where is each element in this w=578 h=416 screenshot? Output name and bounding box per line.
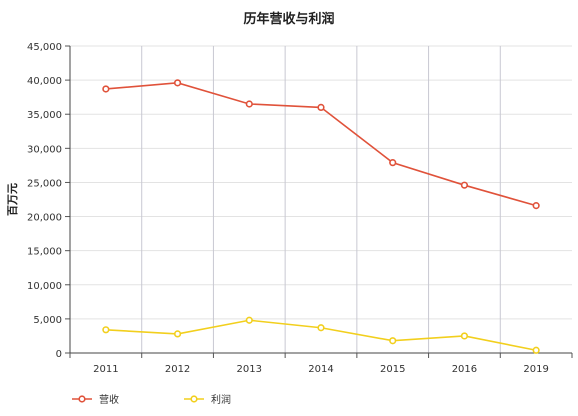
data-point	[245, 316, 253, 324]
y-tick-label: 15,000	[27, 247, 62, 258]
y-tick-label: 45,000	[27, 42, 62, 53]
data-point	[102, 85, 110, 93]
data-point	[389, 337, 397, 345]
data-point	[245, 100, 253, 108]
data-point	[389, 159, 397, 167]
legend-marker	[78, 395, 86, 403]
data-point	[173, 79, 182, 87]
x-tick-label: 2016	[452, 364, 477, 375]
legend-label: 利润	[211, 393, 231, 406]
data-point	[532, 202, 540, 210]
x-tick-label: 2019	[523, 364, 548, 375]
y-tick-label: 20,000	[27, 213, 62, 224]
data-point	[460, 332, 469, 340]
series-line	[105, 82, 537, 207]
data-point	[317, 324, 325, 332]
data-point	[317, 103, 325, 111]
x-tick-label: 2014	[308, 364, 333, 375]
data-point	[460, 181, 469, 189]
data-point	[173, 330, 182, 338]
data-point	[532, 346, 540, 354]
y-tick-label: 5,000	[33, 315, 62, 326]
y-tick-label: 40,000	[27, 76, 62, 87]
y-tick-label: 30,000	[27, 144, 62, 155]
y-tick-label: 35,000	[27, 110, 62, 121]
x-tick-label: 2013	[237, 364, 262, 375]
chart-title: 历年营收与利润	[243, 12, 335, 27]
x-tick-label: 2015	[380, 364, 405, 375]
y-axis-label: 百万元	[6, 183, 19, 216]
y-tick-label: 0	[56, 349, 62, 360]
legend-label: 营收	[99, 393, 119, 406]
y-tick-label: 10,000	[27, 281, 62, 292]
x-tick-label: 2011	[93, 364, 118, 375]
legend-marker	[190, 395, 198, 403]
data-point	[102, 326, 110, 334]
x-tick-label: 2012	[165, 364, 190, 375]
y-tick-label: 25,000	[27, 178, 62, 189]
